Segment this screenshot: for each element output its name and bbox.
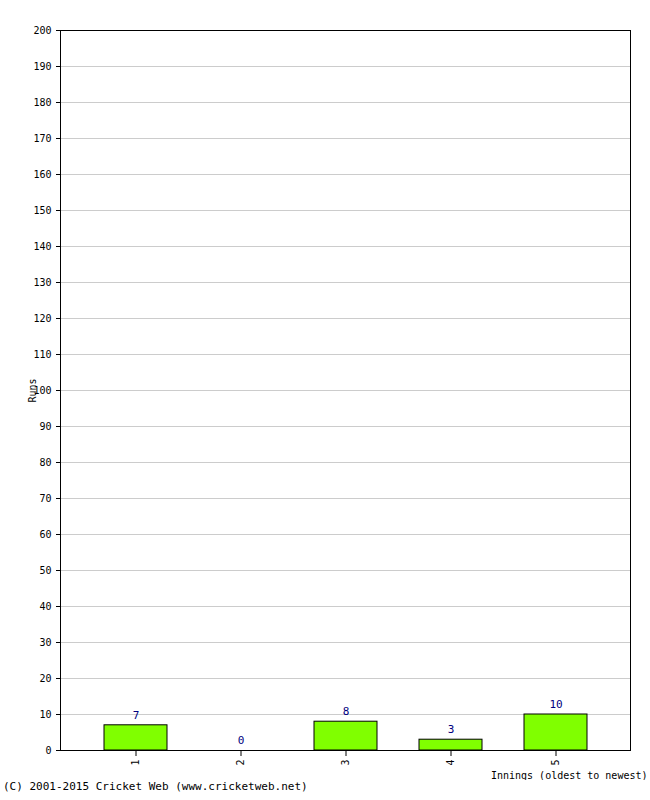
svg-text:140: 140 (33, 241, 51, 252)
svg-text:30: 30 (39, 637, 51, 648)
svg-text:100: 100 (33, 384, 52, 396)
svg-text:4: 4 (445, 760, 456, 766)
svg-text:190: 190 (33, 61, 51, 72)
svg-text:2: 2 (235, 760, 246, 766)
svg-text:20: 20 (39, 673, 51, 684)
svg-text:60: 60 (39, 529, 51, 540)
svg-text:120: 120 (33, 313, 51, 324)
svg-text:130: 130 (33, 277, 51, 288)
svg-text:70: 70 (39, 493, 51, 504)
html-text:(C) 2001-2015 Cricket Web (www: (C) 2001-2015 Cricket Web (www.cricketwe… (3, 780, 308, 793)
svg-text:160: 160 (33, 169, 51, 180)
svg-text:1: 1 (130, 760, 141, 766)
svg-text:3: 3 (340, 760, 351, 766)
svg-text:40: 40 (39, 601, 51, 612)
svg-text:180: 180 (33, 97, 51, 108)
svg-text:90: 90 (39, 421, 51, 432)
svg-text:80: 80 (39, 457, 51, 468)
svg-text:10: 10 (39, 709, 51, 720)
svg-text:200: 200 (33, 25, 51, 36)
svg-text:110: 110 (33, 349, 51, 360)
svg-text:0: 0 (238, 734, 245, 747)
svg-text:7: 7 (133, 709, 140, 722)
svg-text:8: 8 (343, 705, 350, 718)
svg-text:3: 3 (448, 723, 455, 736)
svg-text:150: 150 (33, 205, 51, 216)
svg-text:Innings (oldest to newest): Innings (oldest to newest) (491, 770, 648, 781)
svg-text:Runs: Runs (27, 378, 38, 402)
svg-text:10: 10 (549, 698, 562, 711)
svg-text:170: 170 (33, 133, 51, 144)
svg-text:0: 0 (45, 745, 51, 756)
svg-text:5: 5 (550, 760, 561, 766)
svg-text:50: 50 (39, 565, 51, 576)
